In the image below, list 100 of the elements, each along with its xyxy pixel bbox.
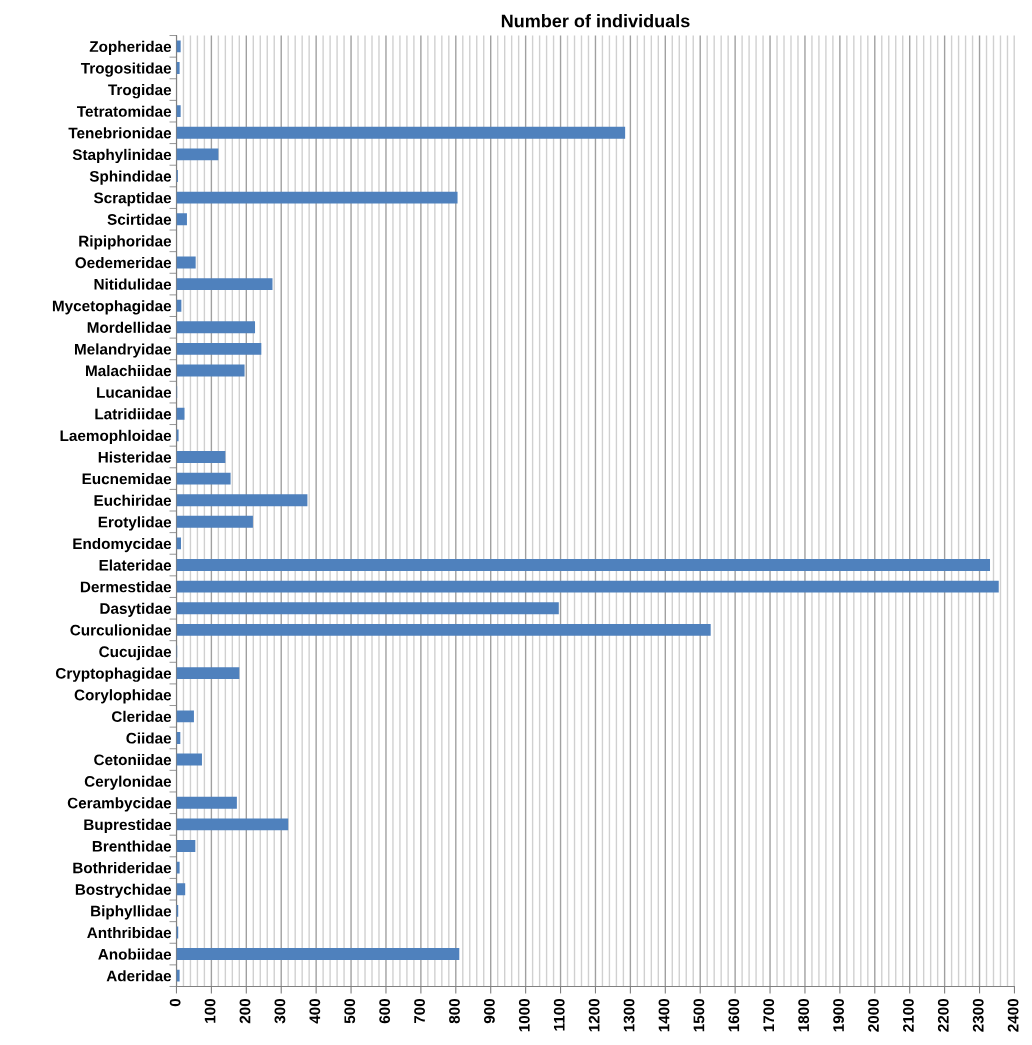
bar xyxy=(176,753,202,766)
y-tick-label: Anobiidae xyxy=(98,948,172,960)
x-tick-label: 1300 xyxy=(623,998,635,1032)
y-tick-label: Cucujidae xyxy=(99,645,172,661)
y-tick-label: Cleridae xyxy=(111,710,172,723)
bar xyxy=(176,710,194,723)
bar xyxy=(176,105,181,118)
bar xyxy=(176,451,226,463)
y-tick-label: Corylophidae xyxy=(74,689,172,704)
x-tick-label: 1900 xyxy=(833,998,844,1032)
bar xyxy=(176,40,181,53)
bar xyxy=(176,126,626,139)
bar xyxy=(176,278,273,291)
y-tick-label: Mordellidae xyxy=(87,321,172,333)
x-tick-label: 100 xyxy=(204,998,216,1023)
bar xyxy=(176,62,180,74)
x-tick-label: 1500 xyxy=(693,998,705,1032)
y-tick-label: Erotylidae xyxy=(98,516,172,531)
bar xyxy=(176,494,308,507)
bar xyxy=(176,840,196,852)
x-tick-label: 300 xyxy=(274,998,286,1024)
y-tick-label: Scraptidae xyxy=(93,192,172,207)
y-tick-label: Oedemeridae xyxy=(75,256,172,269)
x-tick-label: 2300 xyxy=(972,998,984,1032)
y-tick-label: Anthribidae xyxy=(87,926,172,939)
y-tick-label: Elateridae xyxy=(99,559,172,571)
bar xyxy=(176,948,460,960)
y-tick-label: Trogidae xyxy=(108,84,172,99)
x-tick-label: 2200 xyxy=(937,998,949,1032)
x-tick-label: 900 xyxy=(484,998,495,1024)
x-tick-label: 2400 xyxy=(1007,998,1019,1032)
bar xyxy=(176,796,237,809)
y-tick-label: Biphyllidae xyxy=(91,905,172,920)
bar xyxy=(176,667,240,680)
y-tick-label: Laemophloidae xyxy=(60,429,172,445)
y-tick-label: Malachiidae xyxy=(86,364,172,377)
bar xyxy=(176,321,256,334)
x-tick-label: 1200 xyxy=(588,998,600,1032)
y-tick-label: Cerylonidae xyxy=(84,775,172,790)
y-tick-label: Histeridae xyxy=(98,451,172,463)
y-tick-label: Staphylinidae xyxy=(72,148,172,164)
bar xyxy=(176,861,180,874)
y-tick-label: Trogositidae xyxy=(80,62,172,77)
bar xyxy=(176,364,245,377)
bar xyxy=(176,342,262,355)
bar xyxy=(176,623,711,636)
x-tick-label: 400 xyxy=(309,998,321,1024)
y-tick-label: Dasytidae xyxy=(100,602,172,617)
y-tick-label: Buprestidae xyxy=(84,818,172,834)
y-tick-label: Eucnemidae xyxy=(82,473,172,485)
x-tick-label: 0 xyxy=(169,998,181,1007)
y-tick-label: Euchiridae xyxy=(94,494,172,506)
x-tick-label: 1100 xyxy=(553,998,565,1031)
x-tick-label: 1000 xyxy=(518,998,530,1032)
x-tick-label: 2100 xyxy=(902,998,914,1032)
y-tick-label: Cetoniidae xyxy=(94,754,172,766)
x-tick-label: 1600 xyxy=(728,998,740,1032)
x-tick-label: 600 xyxy=(379,998,391,1024)
x-tick-label: 800 xyxy=(449,998,460,1024)
y-tick-label: Latridiidae xyxy=(95,408,172,420)
x-tick-label: 2000 xyxy=(868,998,879,1032)
y-tick-label: Scirtidae xyxy=(107,213,172,225)
y-tick-label: Melandryidae xyxy=(75,343,172,358)
bar xyxy=(176,256,196,269)
y-tick-label: Cryptophagidae xyxy=(55,667,172,682)
y-tick-label: Zopheridae xyxy=(89,40,172,56)
bar xyxy=(176,559,991,571)
y-tick-label: Bothrideridae xyxy=(73,862,172,874)
bar xyxy=(176,472,231,485)
y-tick-label: Ciidae xyxy=(126,732,172,744)
y-tick-label: Curculionidae xyxy=(70,624,172,636)
x-tick-label: 200 xyxy=(239,998,251,1024)
y-tick-label: Dermestidae xyxy=(80,581,172,593)
x-tick-label: 1400 xyxy=(658,998,670,1032)
bar xyxy=(176,580,999,593)
y-tick-label: Aderidae xyxy=(106,970,172,982)
bar xyxy=(176,818,289,831)
x-tick-label: 500 xyxy=(344,998,356,1024)
x-tick-label: 700 xyxy=(414,998,425,1024)
x-tick-label: 1700 xyxy=(763,998,775,1032)
y-tick-label: Mycetophagidae xyxy=(52,300,172,315)
x-tick-label: 1800 xyxy=(798,998,810,1032)
y-tick-label: Brenthidae xyxy=(92,840,172,852)
bar xyxy=(176,883,186,896)
y-tick-label: Lucanidae xyxy=(97,386,172,398)
bar xyxy=(176,191,458,204)
y-tick-label: Sphindidae xyxy=(89,170,172,185)
bar xyxy=(176,213,187,226)
y-tick-label: Cerambycidae xyxy=(67,797,172,812)
bar xyxy=(176,407,185,420)
y-tick-label: Tenebrionidae xyxy=(68,127,172,139)
bar xyxy=(176,515,253,528)
bar xyxy=(176,602,559,615)
y-tick-label: Endomycidae xyxy=(73,537,172,553)
bar xyxy=(176,429,179,442)
y-tick-label: Tetratomidae xyxy=(76,105,172,117)
y-tick-label: Nitidulidae xyxy=(94,278,172,290)
y-tick-label: Bostrychidae xyxy=(75,883,172,898)
chart-title: Number of individuals xyxy=(501,14,690,28)
bar xyxy=(176,148,219,161)
